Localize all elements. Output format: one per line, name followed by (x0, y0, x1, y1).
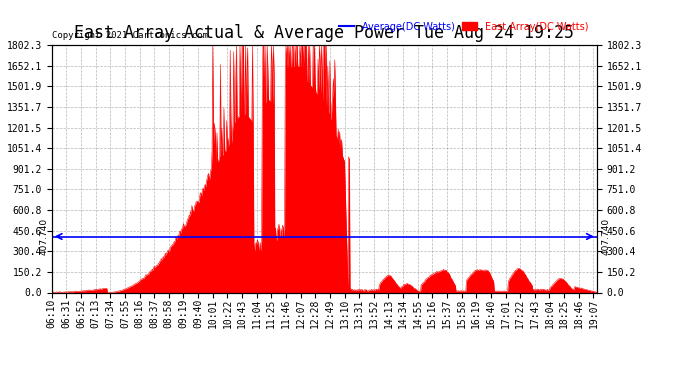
Text: Copyright 2021 Cartronics.com: Copyright 2021 Cartronics.com (52, 31, 208, 40)
Title: East Array Actual & Average Power Tue Aug 24 19:25: East Array Actual & Average Power Tue Au… (75, 24, 574, 42)
Text: 407.740: 407.740 (601, 218, 610, 255)
Legend: Average(DC Watts), East Array(DC Watts): Average(DC Watts), East Array(DC Watts) (335, 18, 592, 36)
Text: 407.740: 407.740 (39, 218, 48, 255)
